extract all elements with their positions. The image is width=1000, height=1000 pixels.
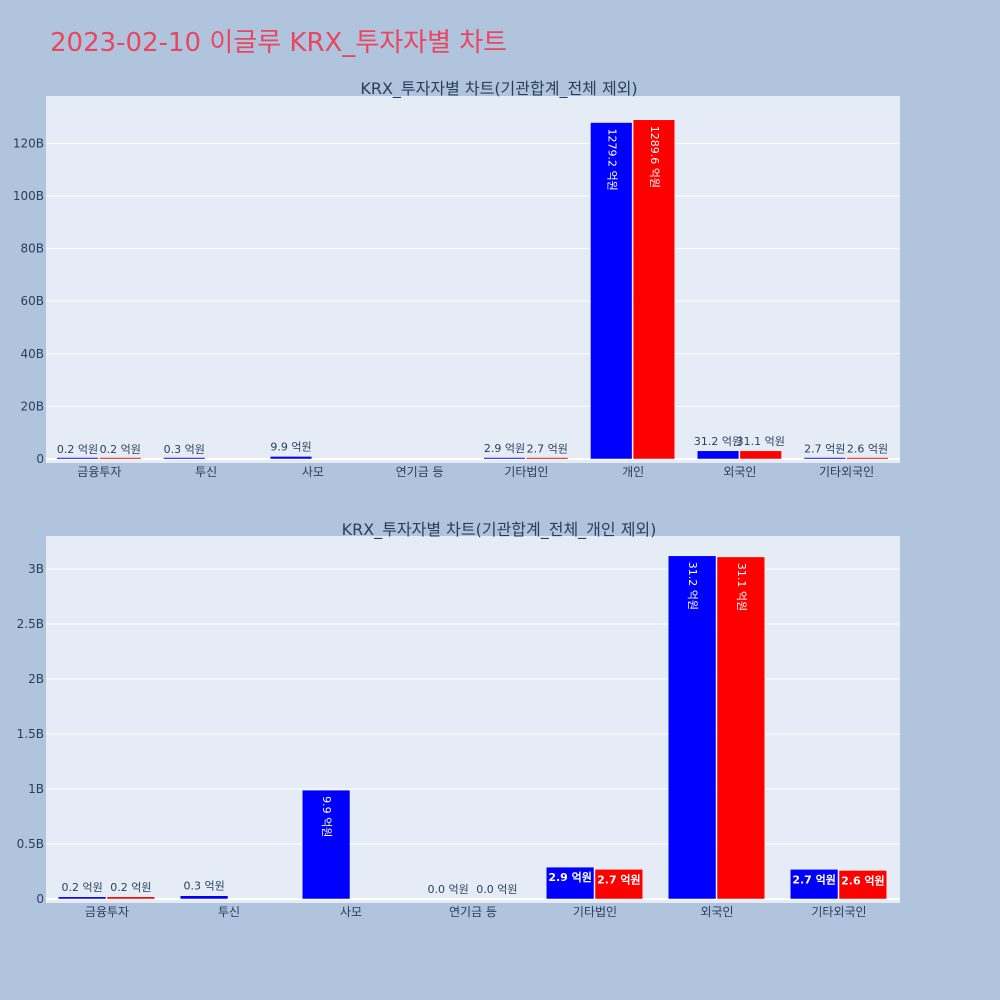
data-label: 0.2 억원: [110, 881, 151, 894]
x-tick-label: 기타외국인: [819, 465, 874, 479]
bar: [163, 457, 206, 460]
x-tick-label: 투신: [195, 465, 217, 479]
data-label: 2.9 억원: [548, 870, 592, 884]
x-tick-label: 사모: [302, 465, 324, 479]
x-tick-label: 투신: [218, 905, 240, 919]
bar: [526, 457, 569, 460]
y-tick-label: 0.5B: [17, 837, 44, 851]
data-label: 31.2 억원: [694, 435, 742, 448]
bar: [179, 895, 229, 900]
y-tick-label: 2B: [28, 672, 44, 686]
y-tick-label: 40B: [20, 347, 44, 361]
x-tick-label: 외국인: [700, 905, 733, 919]
bar: [56, 457, 99, 460]
y-tick-label: 120B: [13, 136, 44, 150]
x-tick-label: 기타외국인: [811, 905, 866, 919]
data-label: 2.7 억원: [804, 442, 845, 455]
bar: [545, 866, 595, 900]
data-label: 9.9 억원: [270, 440, 311, 453]
bar: [99, 457, 142, 460]
chart-panel-2: 0 0.5B 1B 1.5B 2B 2.5B 3B KRX_투자자별 차트(기관합계_전체_개…: [17, 520, 900, 919]
data-label: 2.6 억원: [847, 442, 888, 455]
data-label: 2.7 억원: [597, 872, 641, 886]
x-tick-label: 외국인: [723, 465, 756, 479]
data-label: 1289.6 억원: [648, 126, 661, 188]
y-tick-label: 60B: [20, 294, 44, 308]
x-tick-label: 금융투자: [85, 905, 129, 919]
y-tick-label: 3B: [28, 562, 44, 576]
x-tick-label: 개인: [622, 465, 644, 479]
x-tick-label: 금융투자: [77, 465, 121, 479]
y-tick-label: 0: [36, 892, 44, 906]
data-label: 2.7 억원: [792, 872, 836, 886]
page-title: 2023-02-10 이글루 KRX_투자자별 차트: [50, 28, 508, 58]
bar: [483, 457, 526, 460]
data-label: 31.2 억원: [686, 562, 699, 610]
x-tick-label: 기타법인: [573, 905, 617, 919]
x-tick-label: 사모: [340, 905, 362, 919]
bar: [594, 869, 644, 900]
y-tick-label: 0: [36, 452, 44, 466]
bar: [632, 119, 676, 460]
bar: [803, 457, 846, 460]
bar: [739, 450, 782, 460]
bar: [106, 896, 156, 900]
data-label: 9.9 억원: [320, 796, 333, 837]
bar: [269, 456, 313, 460]
bar: [590, 122, 633, 460]
y-tick-label: 80B: [20, 242, 44, 256]
bar: [667, 555, 717, 900]
data-label: 2.9 억원: [484, 442, 525, 455]
plot-area: [46, 96, 900, 463]
bar: [846, 457, 889, 460]
y-tick-label: 2.5B: [17, 617, 44, 631]
chart-panel-1: 0 20B 40B 60B 80B 100B 120B KRX_투자자별 차트(기관합계_전체…: [13, 79, 900, 479]
y-tick-label: 20B: [20, 399, 44, 413]
x-tick-label: 연기금 등: [449, 905, 497, 919]
bar: [57, 896, 107, 900]
data-label: 1279.2 억원: [605, 129, 618, 191]
data-label: 0.3 억원: [164, 443, 205, 456]
data-label: 0.2 억원: [57, 443, 98, 456]
y-tick-label: 1B: [28, 782, 44, 796]
bar: [696, 450, 740, 460]
data-label: 0.0 억원: [427, 883, 468, 896]
plot-area: [46, 536, 900, 903]
bar: [789, 869, 839, 900]
data-label: 31.1 억원: [735, 563, 748, 611]
data-label: 0.2 억원: [61, 881, 102, 894]
bar: [716, 556, 766, 900]
chart-title: KRX_투자자별 차트(기관합계_전체_개인 제외): [342, 520, 657, 540]
data-label: 0.2 억원: [100, 443, 141, 456]
data-label: 31.1 억원: [737, 435, 785, 448]
data-label: 0.0 억원: [476, 883, 517, 896]
bar: [301, 789, 351, 900]
y-tick-label: 1.5B: [17, 727, 44, 741]
chart-title: KRX_투자자별 차트(기관합계_전체 제외): [360, 79, 637, 99]
y-tick-label: 100B: [13, 189, 44, 203]
data-label: 2.6 억원: [841, 873, 885, 887]
x-tick-label: 기타법인: [504, 465, 548, 479]
data-label: 0.3 억원: [183, 880, 224, 893]
bar: [838, 870, 888, 900]
data-label: 2.7 억원: [527, 442, 568, 455]
x-tick-label: 연기금 등: [396, 465, 444, 479]
